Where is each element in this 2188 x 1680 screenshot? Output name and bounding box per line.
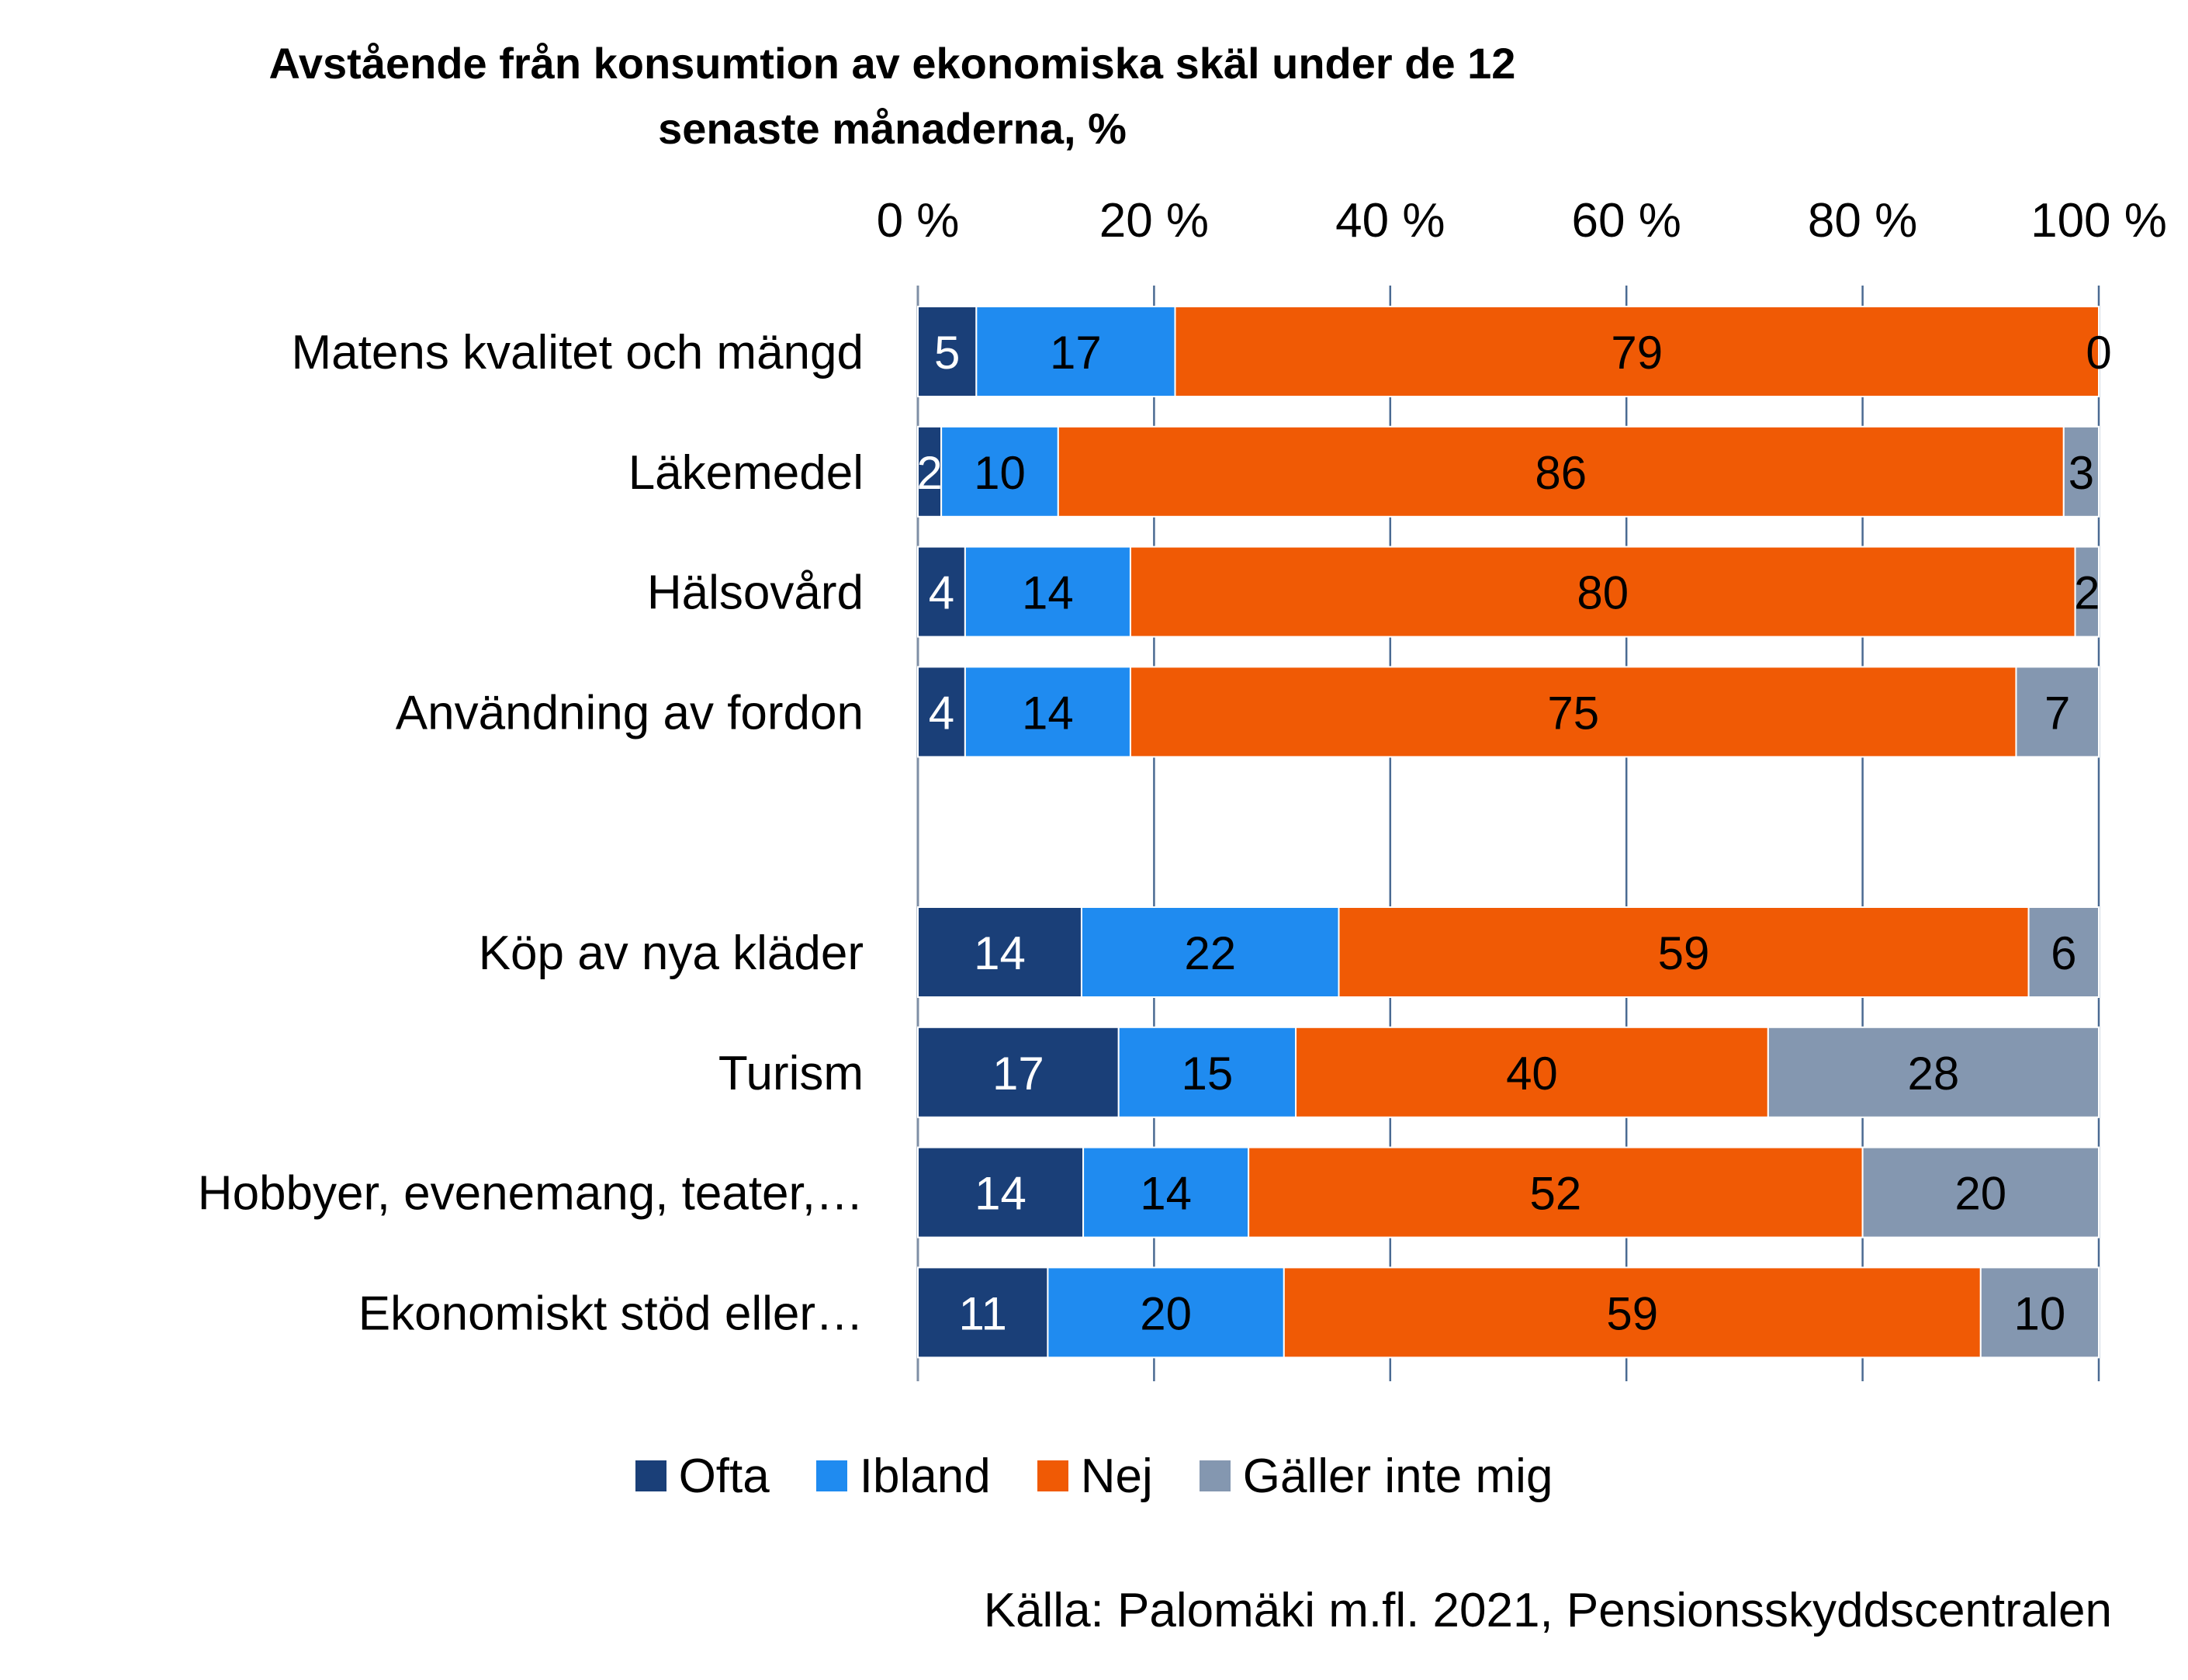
data-label: 14 (1140, 1168, 1192, 1220)
bar-segment (917, 425, 943, 518)
bar-segment (1174, 306, 2100, 397)
category-label: Hobbyer, evenemang, teater,… (198, 1167, 864, 1221)
data-label: 28 (1908, 1048, 1960, 1100)
source-note: Källa: Palomäki m.fl. 2021, Pensionsskyd… (983, 1584, 2112, 1637)
data-label: 4 (929, 567, 954, 619)
data-label: 59 (1606, 1287, 1658, 1339)
category-label: Matens kvalitet och mängd (292, 326, 864, 379)
legend-swatch (1037, 1460, 1068, 1491)
category-label: Turism (718, 1047, 864, 1100)
data-label: 22 (1184, 927, 1236, 979)
category-label: Användning av fordon (396, 686, 864, 740)
bar-segment (1338, 906, 2030, 998)
data-label: 59 (1658, 927, 1710, 979)
category-label: Hälsovård (647, 566, 864, 620)
data-label: 4 (929, 687, 954, 739)
category-label: Köp av nya kläder (479, 927, 864, 980)
data-label: 17 (992, 1048, 1044, 1100)
data-label: 75 (1547, 687, 1599, 739)
legend-label: Nej (1080, 1449, 1153, 1503)
bar-segment (1129, 666, 2017, 758)
bar-segment (1283, 1266, 1982, 1359)
data-label: 10 (974, 447, 1026, 499)
legend-swatch (815, 1460, 847, 1491)
data-label: 2 (916, 447, 942, 499)
bar-segment (2062, 425, 2100, 518)
data-label: 14 (1022, 567, 1074, 619)
bar-segment (1080, 906, 1340, 998)
data-label: 3 (2069, 447, 2094, 499)
bar-segment (964, 666, 1131, 758)
data-label: 0 (2086, 327, 2111, 379)
legend-item: Ibland (815, 1449, 991, 1504)
bar-segment (1861, 1146, 2100, 1238)
data-label: 79 (1611, 327, 1663, 379)
data-label: 7 (2044, 687, 2070, 739)
bar-segment (917, 906, 1082, 998)
chart-title: Avstående från konsumtion av ekonomiska … (268, 39, 1516, 153)
bar-segment (975, 306, 1176, 397)
bar-segment (1295, 1026, 1769, 1118)
data-label: 20 (1954, 1168, 2006, 1220)
data-label: 80 (1577, 567, 1629, 619)
data-label: 6 (2051, 927, 2076, 979)
bar-segment (2015, 666, 2100, 758)
data-label: 20 (1140, 1287, 1192, 1339)
bar-segment (1129, 546, 2076, 638)
bar-segment (1767, 1026, 2100, 1118)
bar-segment (964, 546, 1131, 638)
data-label: 14 (1022, 687, 1074, 739)
x-tick-label: 80 % (1808, 194, 1917, 248)
data-label: 17 (1050, 327, 1102, 379)
bar-segment (940, 425, 1059, 518)
x-tick-label: 20 % (1099, 194, 1209, 248)
legend-item: Nej (1037, 1449, 1153, 1504)
legend-item: Gäller inte mig (1199, 1449, 1553, 1504)
x-tick-label: 60 % (1572, 194, 1681, 248)
legend: Ofta Ibland Nej Gäller inte mig (0, 1445, 2188, 1507)
bar-segment (1979, 1266, 2100, 1359)
bar-segment (917, 1026, 1120, 1118)
legend-label: Ibland (859, 1449, 991, 1503)
bar-segment (2074, 546, 2100, 638)
data-label: 40 (1506, 1048, 1558, 1100)
data-label: 2 (2074, 567, 2100, 619)
x-tick-label: 100 % (2030, 194, 2167, 248)
bar-segment (1047, 1266, 1285, 1359)
data-label: 52 (1530, 1168, 1582, 1220)
x-tick-label: 40 % (1335, 194, 1445, 248)
category-label: Läkemedel (628, 446, 864, 500)
data-label: 86 (1535, 447, 1587, 499)
data-label: 15 (1182, 1048, 1234, 1100)
bar-segment (2027, 906, 2100, 998)
legend-swatch (635, 1460, 666, 1491)
bar-segment (917, 1146, 1085, 1238)
legend-swatch (1199, 1460, 1231, 1491)
bar-segment (1248, 1146, 1864, 1238)
x-tick-label: 0 % (877, 194, 960, 248)
bar-segment (917, 306, 978, 397)
data-label: 14 (974, 927, 1026, 979)
bar-segment (1117, 1026, 1297, 1118)
data-label: 5 (934, 327, 960, 379)
category-label: Ekonomiskt stöd eller… (358, 1287, 864, 1340)
bar-segment (1057, 425, 2065, 518)
data-label: 11 (959, 1287, 1007, 1339)
legend-label: Ofta (678, 1449, 770, 1503)
legend-label: Gäller inte mig (1242, 1449, 1553, 1503)
data-label: 10 (2014, 1287, 2066, 1339)
legend-item: Ofta (635, 1449, 770, 1504)
data-label: 14 (975, 1168, 1026, 1220)
